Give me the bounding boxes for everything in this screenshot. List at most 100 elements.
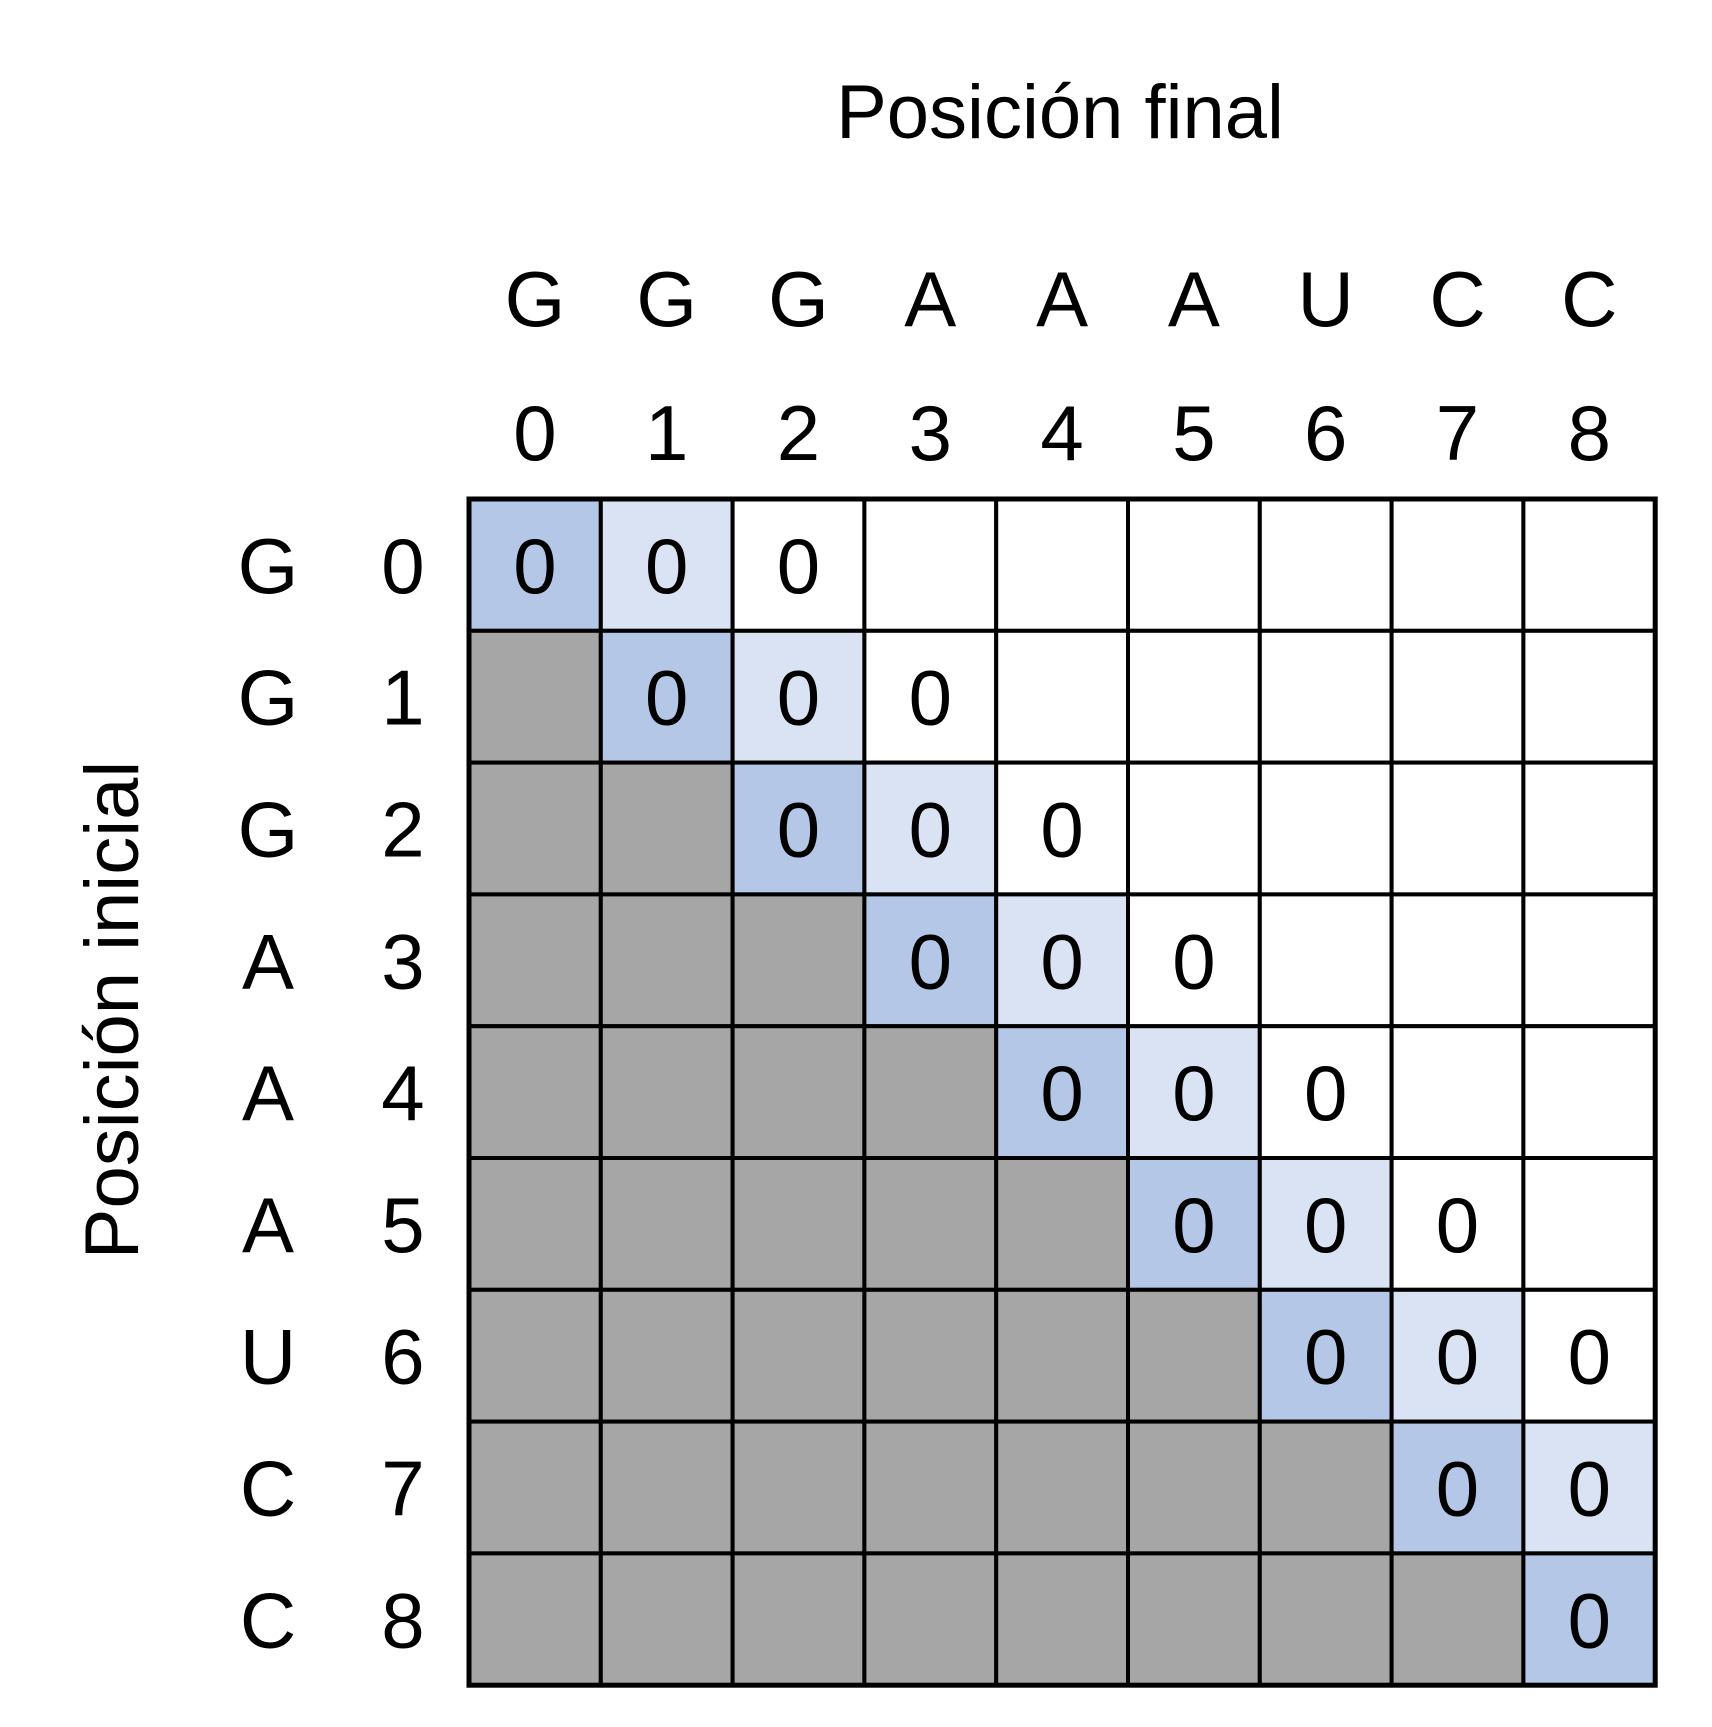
matrix-cell: [598, 760, 735, 897]
matrix-cell: [862, 1287, 999, 1424]
matrix-cell: [1257, 1551, 1394, 1688]
matrix-cell: [1257, 628, 1394, 765]
matrix-cell: [1389, 1024, 1526, 1160]
matrix-cell: [862, 892, 999, 1029]
cell-value: 0: [1568, 1576, 1611, 1664]
cell-value: 0: [777, 786, 820, 874]
column-base-label: C: [1429, 255, 1485, 343]
matrix-cell: [1521, 628, 1658, 765]
cell-value: 0: [1040, 1049, 1083, 1137]
matrix-cell: [1257, 892, 1394, 1029]
matrix-cell: [730, 1551, 867, 1688]
cell-value: 0: [777, 522, 820, 610]
matrix-cell: [1126, 1419, 1262, 1556]
matrix-border: [466, 496, 1658, 1688]
matrix-cell: [467, 892, 603, 1029]
cell-value: 0: [1568, 1445, 1611, 1533]
cell-value: 0: [777, 654, 820, 742]
matrix-cell: [994, 1419, 1131, 1556]
matrix-cell: [1126, 1024, 1262, 1160]
row-index-label: 6: [381, 1313, 424, 1401]
row-index-label: 3: [381, 917, 424, 1005]
row-base-label: A: [242, 917, 294, 1005]
row-index-label: 2: [381, 786, 424, 874]
cell-value: 0: [1436, 1181, 1479, 1269]
cell-value: 0: [1436, 1313, 1479, 1401]
left-header: G 0G 1G 2A 3A 4A 5U 6C 7C 8: [238, 522, 425, 1664]
matrix-cell: [598, 497, 735, 633]
matrix-cell: [598, 1156, 735, 1292]
matrix-cell: [467, 628, 603, 765]
cell-value: 0: [1436, 1445, 1479, 1533]
row-index-label: 8: [381, 1576, 424, 1664]
row-base-label: G: [238, 786, 299, 874]
row-base-label: A: [242, 1049, 294, 1137]
matrix-cell: [1521, 1419, 1658, 1556]
matrix-cell: [1389, 628, 1526, 765]
matrix-cell: [598, 1024, 735, 1160]
matrix-cell: [1126, 760, 1262, 897]
matrix-cell: [467, 1287, 603, 1424]
row-base-label: A: [242, 1181, 294, 1269]
column-index-label: 8: [1568, 389, 1611, 477]
matrix-cell: [862, 760, 999, 897]
matrix-cell: [862, 1419, 999, 1556]
cell-value: 0: [1172, 1049, 1215, 1137]
row-index-label: 7: [381, 1445, 424, 1533]
matrix-cell: [467, 1156, 603, 1292]
top-axis-title: Posición final: [836, 70, 1284, 155]
row-index-label: 4: [381, 1049, 424, 1137]
matrix-cell: [598, 1419, 735, 1556]
matrix-cell: [862, 1024, 999, 1160]
column-base-label: G: [768, 255, 829, 343]
matrix-cell: [730, 1287, 867, 1424]
column-index-label: 2: [777, 389, 820, 477]
column-index-label: 7: [1436, 389, 1479, 477]
matrix-cell: [1389, 760, 1526, 897]
cell-value: 0: [1304, 1049, 1347, 1137]
matrix-cell: [1389, 892, 1526, 1029]
matrix-grid: 0 0 00 0 00 0 00 0 00 0 00 0 00 0 00 00: [466, 496, 1658, 1688]
row-index-label: 1: [381, 654, 424, 742]
matrix-cell: [730, 892, 867, 1029]
matrix-cell: [1521, 1024, 1658, 1160]
cell-value: 0: [1304, 1313, 1347, 1401]
column-base-label: A: [904, 255, 956, 343]
matrix-cell: [1521, 1287, 1658, 1424]
matrix-cell: [994, 1287, 1131, 1424]
matrix-cell: [730, 1156, 867, 1292]
matrix-cell: [730, 1419, 867, 1556]
cell-value: 0: [909, 654, 952, 742]
matrix-cell: [1126, 1551, 1262, 1688]
cell-value: 0: [909, 917, 952, 1005]
matrix-cell: [598, 892, 735, 1029]
matrix-cell: [1126, 628, 1262, 765]
row-base-label: G: [238, 654, 299, 742]
column-base-label: A: [1168, 255, 1220, 343]
matrix-cell: [1389, 1287, 1526, 1424]
cell-value: 0: [645, 654, 688, 742]
row-base-label: C: [240, 1445, 296, 1533]
column-base-label: G: [636, 255, 697, 343]
cell-value: 0: [1304, 1181, 1347, 1269]
matrix-cell: [1257, 497, 1394, 633]
matrix-cell: [862, 1551, 999, 1688]
matrix-cell: [730, 1024, 867, 1160]
matrix-cell: [994, 497, 1131, 633]
matrix-cell: [598, 1287, 735, 1424]
matrix-cell: [1257, 1419, 1394, 1556]
matrix-cell: [862, 628, 999, 765]
matrix-cell: [1521, 497, 1658, 633]
matrix-cell: [862, 497, 999, 633]
matrix-cell: [467, 760, 603, 897]
column-index-label: 1: [645, 389, 688, 477]
row-index-label: 5: [381, 1181, 424, 1269]
column-index-label: 0: [513, 389, 556, 477]
cell-value: 0: [513, 522, 556, 610]
row-index-label: 0: [381, 522, 424, 610]
matrix-cell: [994, 1551, 1131, 1688]
column-index-label: 5: [1172, 389, 1215, 477]
column-index-label: 6: [1304, 389, 1347, 477]
